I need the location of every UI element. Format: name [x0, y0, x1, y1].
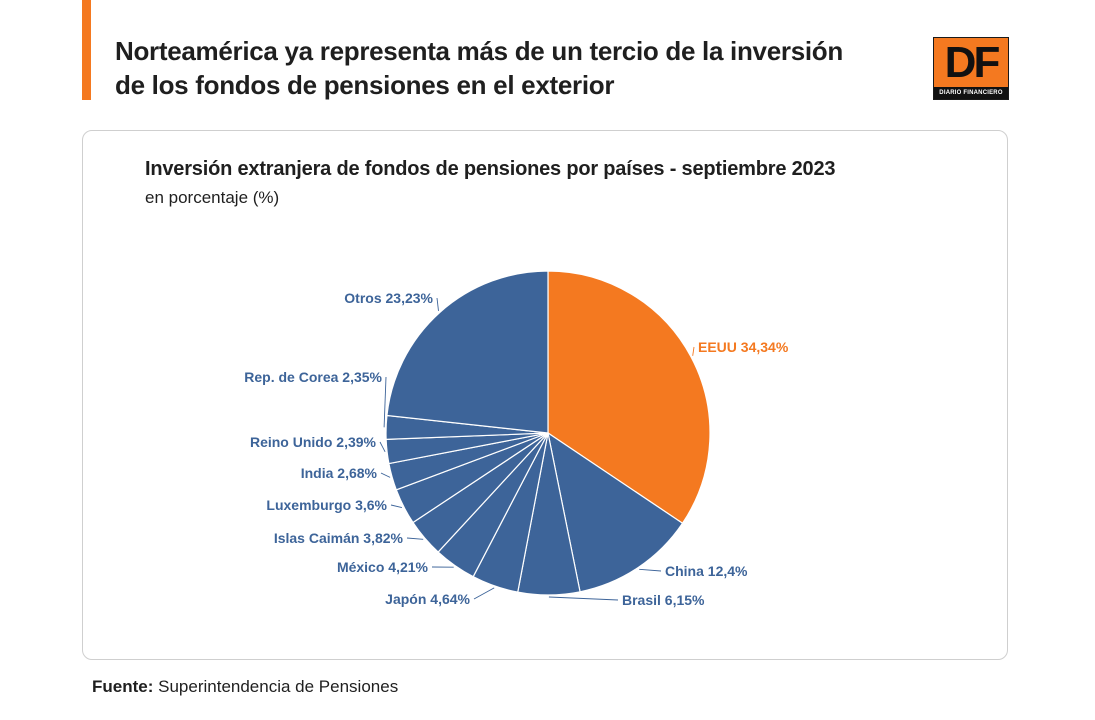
slice-label-india: India 2,68% [301, 465, 378, 481]
chart-title: Inversión extranjera de fondos de pensio… [145, 158, 836, 180]
slice-label-reino-unido: Reino Unido 2,39% [250, 434, 377, 450]
slice-label-otros: Otros 23,23% [344, 290, 433, 306]
source-label: Fuente: [92, 677, 154, 696]
df-logo: DF DIARIO FINANCIERO [933, 37, 1009, 100]
slice-label-rep-de-corea: Rep. de Corea 2,35% [244, 369, 382, 385]
slice-label-brasil: Brasil 6,15% [622, 592, 705, 608]
leader-line-eeuu [692, 346, 695, 356]
slice-label-islas-caiman: Islas Caimán 3,82% [274, 530, 404, 546]
leader-line-reino-unido [379, 441, 386, 453]
slice-label-mexico: México 4,21% [337, 559, 429, 575]
leader-line-luxemburgo [390, 504, 403, 509]
slice-label-japon: Japón 4,64% [385, 591, 470, 607]
headline: Norteamérica ya representa más de un ter… [115, 36, 843, 100]
pie-slice-eeuu [547, 270, 711, 525]
pie-slice-otros [386, 270, 549, 434]
chart-subtitle: en porcentaje (%) [145, 188, 280, 207]
logo-tagline: DIARIO FINANCIERO [934, 87, 1008, 99]
leader-line-india [380, 472, 391, 478]
leader-line-japon [473, 587, 495, 600]
leader-line-otros [436, 297, 439, 311]
accent-bar [82, 0, 91, 100]
source-footer: Fuente: Superintendencia de Pensiones [92, 677, 398, 697]
pie-slice-china [547, 431, 684, 593]
leader-line-china [639, 568, 662, 572]
slice-label-eeuu: EEUU 34,34% [698, 339, 789, 355]
leader-line-brasil [548, 596, 619, 601]
slice-label-luxemburgo: Luxemburgo 3,6% [266, 497, 387, 513]
logo-mark: DF [944, 38, 1001, 87]
slice-label-china: China 12,4% [665, 563, 748, 579]
source-text: Superintendencia de Pensiones [158, 677, 399, 696]
leader-line-rep-de-corea [383, 376, 387, 428]
leader-line-islas-caiman [406, 537, 424, 540]
